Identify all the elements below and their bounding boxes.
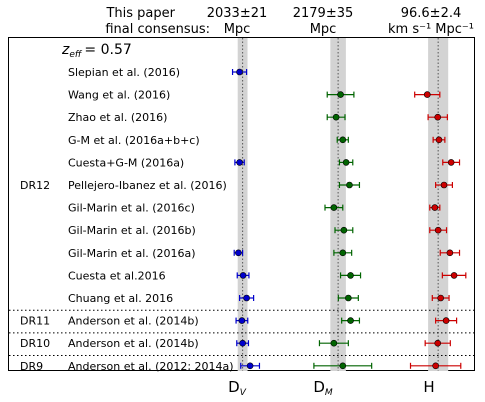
data-point: [236, 159, 243, 166]
consensus-unit-0: Mpc: [224, 22, 251, 37]
data-point: [345, 294, 352, 302]
row-label: Cuesta+G-M (2016a): [68, 156, 184, 169]
axis-label-1: DM: [313, 378, 333, 398]
consensus-bands: [237, 38, 449, 371]
axis-label-0: DV: [228, 378, 247, 398]
group-labels: DR12 DR11 DR10 DR9: [20, 179, 50, 373]
data-point: [440, 181, 448, 189]
data-point: [340, 226, 348, 234]
row-label: Cuesta et al.2016: [68, 269, 166, 282]
row-label: Wang et al. (2016): [68, 89, 170, 102]
axis-labels: DV DM H: [228, 378, 435, 398]
data-point: [235, 249, 242, 257]
data-point: [434, 226, 442, 234]
row-label: Gil-Marin et al. (2016c): [68, 202, 195, 215]
data-point: [347, 317, 354, 324]
data-point: [330, 339, 338, 347]
row-label: Slepian et al. (2016): [68, 66, 180, 79]
data-point: [423, 91, 431, 98]
data-point: [437, 294, 444, 302]
consensus-unit-1: Mpc: [310, 22, 337, 37]
data-point: [446, 249, 454, 257]
row-label: Gil-Marin et al. (2016b): [68, 224, 196, 237]
row-label: Anderson et al. (2014b): [68, 315, 199, 328]
data-point: [236, 68, 243, 76]
group-separators: [9, 309, 474, 356]
data-point: [342, 159, 350, 166]
consensus-band-1: [330, 38, 346, 371]
data-point: [346, 181, 353, 189]
data-point: [332, 113, 340, 121]
z-eff-label: zeff = 0.57: [61, 42, 132, 60]
group-label: DR10: [20, 337, 50, 350]
row-label: G-M et al. (2016a+b+c): [68, 134, 200, 147]
row-label: Gil-Marin et al. (2016a): [68, 247, 196, 260]
data-point: [431, 204, 439, 211]
data-point: [434, 113, 442, 121]
consensus-unit-2: km s⁻¹ Mpc⁻¹: [388, 22, 474, 37]
data-point: [330, 204, 338, 211]
axis-label-2: H: [423, 378, 434, 396]
data-point: [442, 317, 450, 324]
data-point: [339, 362, 347, 370]
data-point: [339, 136, 347, 144]
data-point: [239, 339, 246, 347]
consensus-band-2: [428, 38, 449, 371]
data-point: [434, 339, 442, 347]
group-label: DR12: [20, 179, 50, 192]
row-label: Zhao et al. (2016): [68, 111, 167, 124]
row-labels: Slepian et al. (2016) Wang et al. (2016) Z…: [68, 66, 234, 373]
data-point: [239, 272, 247, 279]
consensus-band-0: [237, 38, 248, 371]
row-label: Anderson et al. (2012; 2014a): [68, 360, 234, 373]
measurements: [231, 68, 467, 370]
data-point: [246, 362, 254, 370]
consensus-value-2: 96.6±2.4: [401, 6, 462, 21]
row-label: Anderson et al. (2014b): [68, 337, 199, 350]
consensus-label-line1: This paper: [105, 6, 175, 21]
data-point: [447, 159, 455, 166]
group-label: DR9: [20, 360, 43, 373]
consensus-value-1: 2179±35: [293, 6, 354, 21]
consensus-value-0: 2033±21: [207, 6, 268, 21]
consensus-label-line2: final consensus:: [105, 22, 210, 37]
row-label: Chuang et al. 2016: [68, 292, 173, 305]
row-label: Pellejero-Ibanez et al. (2016): [68, 179, 227, 192]
data-point: [435, 136, 443, 144]
data-point: [243, 294, 250, 302]
group-label: DR11: [20, 315, 50, 328]
data-point: [450, 272, 458, 279]
data-point: [347, 272, 354, 279]
data-point: [432, 362, 439, 370]
data-point: [339, 249, 347, 257]
data-point: [238, 317, 246, 324]
data-point: [337, 91, 344, 98]
